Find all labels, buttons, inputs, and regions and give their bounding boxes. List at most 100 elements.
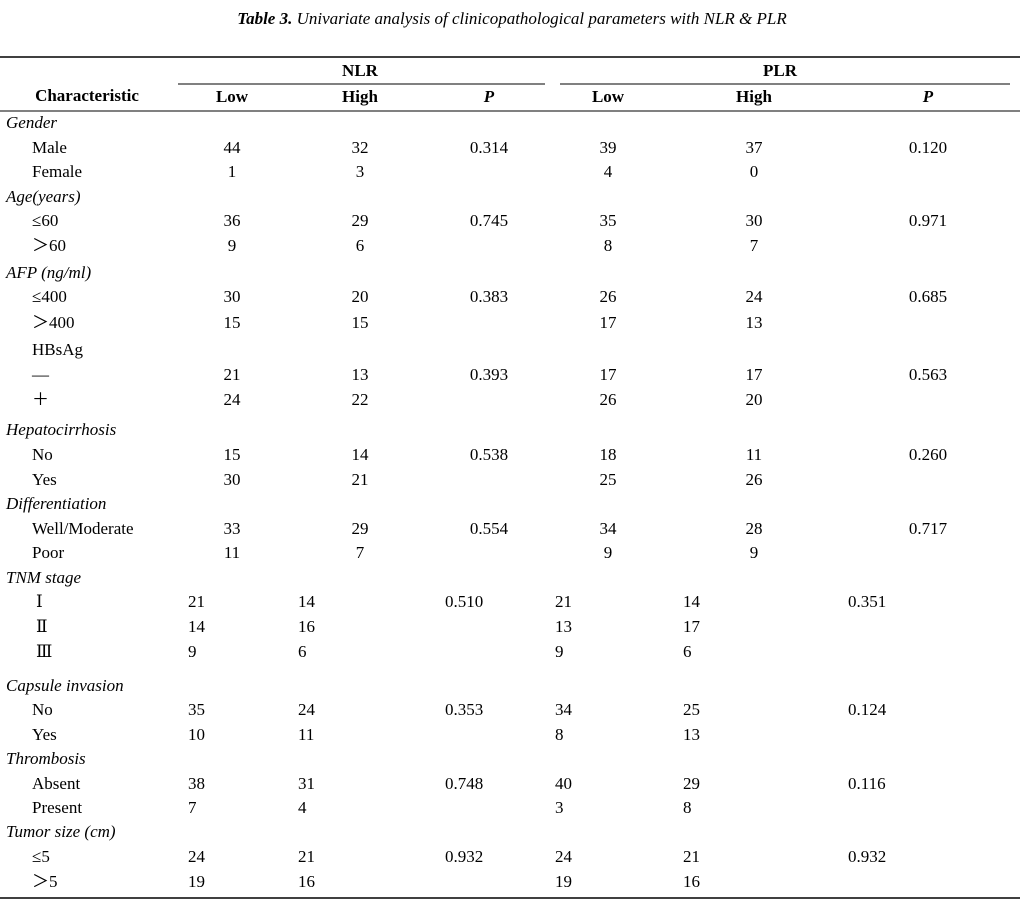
row-label: ＞400 xyxy=(32,313,75,332)
row-label: Yes xyxy=(32,470,57,489)
cell: 9 xyxy=(228,236,237,255)
row-label: Absent xyxy=(32,774,80,793)
cell: 1 xyxy=(228,162,237,181)
cell: 24 xyxy=(188,847,206,866)
cell: 4 xyxy=(298,798,307,817)
cell: 30 xyxy=(746,211,763,230)
cell: 31 xyxy=(298,774,315,793)
section-heading: Hepatocirrhosis xyxy=(5,420,117,439)
cell: 0.393 xyxy=(470,365,508,384)
cell: 0.353 xyxy=(445,700,483,719)
cell: 0.717 xyxy=(909,519,948,538)
cell: 30 xyxy=(224,287,241,306)
cell: 24 xyxy=(224,390,242,409)
cell: 0.351 xyxy=(848,592,886,611)
cell: 30 xyxy=(224,470,241,489)
row-label: ＋ xyxy=(32,390,49,409)
cell: 20 xyxy=(352,287,369,306)
cell: 6 xyxy=(683,642,692,661)
cell: 44 xyxy=(224,138,242,157)
cell: 14 xyxy=(352,445,370,464)
cell: 29 xyxy=(352,519,369,538)
cell: 9 xyxy=(750,543,759,562)
cell: 7 xyxy=(750,236,759,255)
section-heading: Differentiation xyxy=(5,494,106,513)
cell: 0.932 xyxy=(848,847,886,866)
section-heading: Age(years) xyxy=(5,187,81,206)
cell: 14 xyxy=(683,592,701,611)
row-label: Ⅰ xyxy=(36,592,43,611)
cell: 24 xyxy=(555,847,573,866)
cell: 17 xyxy=(683,617,701,636)
cell: 19 xyxy=(188,872,205,891)
cell: 21 xyxy=(555,592,572,611)
cell: 9 xyxy=(604,543,613,562)
cell: 17 xyxy=(746,365,764,384)
cell: 9 xyxy=(188,642,197,661)
row-label: ≤400 xyxy=(32,287,67,306)
cell: 15 xyxy=(224,313,241,332)
cell: 0.563 xyxy=(909,365,947,384)
cell: 38 xyxy=(188,774,205,793)
section-heading: Capsule invasion xyxy=(6,676,124,695)
cell: 26 xyxy=(600,390,617,409)
cell: 19 xyxy=(555,872,572,891)
cell: 0.971 xyxy=(909,211,947,230)
cell: 17 xyxy=(600,365,618,384)
row-label: Ⅲ xyxy=(36,642,52,661)
section-heading: TNM stage xyxy=(6,568,82,587)
cell: 6 xyxy=(356,236,365,255)
row-label: ＞60 xyxy=(32,236,66,255)
row-label: ≤5 xyxy=(32,847,50,866)
row-label: Yes xyxy=(32,725,57,744)
cell: 8 xyxy=(683,798,692,817)
cell: 29 xyxy=(352,211,369,230)
column-header: P xyxy=(922,87,934,106)
caption-label: Table 3. xyxy=(237,9,292,28)
group-header: PLR xyxy=(763,61,798,80)
column-header: High xyxy=(736,87,772,106)
cell: 24 xyxy=(746,287,764,306)
cell: 40 xyxy=(555,774,572,793)
cell: 0.120 xyxy=(909,138,947,157)
cell: 36 xyxy=(224,211,241,230)
cell: 0.116 xyxy=(848,774,886,793)
cell: 8 xyxy=(604,236,613,255)
cell: 15 xyxy=(224,445,241,464)
cell: 7 xyxy=(356,543,365,562)
section-heading: Tumor size (cm) xyxy=(6,822,116,841)
cell: 35 xyxy=(600,211,617,230)
cell: 11 xyxy=(746,445,762,464)
cell: 39 xyxy=(600,138,617,157)
cell: 8 xyxy=(555,725,564,744)
cell: 3 xyxy=(555,798,564,817)
cell: 0 xyxy=(750,162,759,181)
cell: 17 xyxy=(600,313,618,332)
cell: 0.510 xyxy=(445,592,483,611)
cell: 14 xyxy=(188,617,206,636)
section-heading: AFP (ng/ml) xyxy=(5,263,91,282)
cell: 37 xyxy=(746,138,764,157)
cell: 16 xyxy=(298,872,315,891)
row-label: — xyxy=(31,365,50,384)
cell: 0.932 xyxy=(445,847,483,866)
cell: 21 xyxy=(352,470,369,489)
cell: 21 xyxy=(683,847,700,866)
row-label: Female xyxy=(32,162,82,181)
section-heading: Gender xyxy=(6,113,57,132)
cell: 25 xyxy=(683,700,700,719)
cell: 0.383 xyxy=(470,287,508,306)
cell: 21 xyxy=(298,847,315,866)
row-label: No xyxy=(32,700,53,719)
cell: 11 xyxy=(298,725,314,744)
cell: 9 xyxy=(555,642,564,661)
cell: 34 xyxy=(555,700,573,719)
cell: 0.538 xyxy=(470,445,508,464)
column-header: Low xyxy=(216,87,249,106)
section-heading: HBsAg xyxy=(32,340,84,359)
cell: 25 xyxy=(600,470,617,489)
cell: 16 xyxy=(298,617,315,636)
caption-title: Univariate analysis of clinicopathologic… xyxy=(297,9,788,28)
cell: 28 xyxy=(746,519,763,538)
